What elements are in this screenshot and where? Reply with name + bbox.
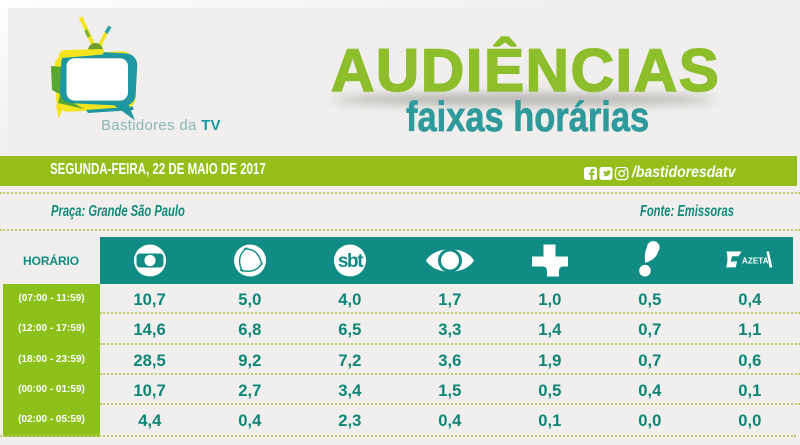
svg-text:sbt: sbt [338, 251, 364, 272]
svg-text:AZETA: AZETA [742, 257, 769, 266]
